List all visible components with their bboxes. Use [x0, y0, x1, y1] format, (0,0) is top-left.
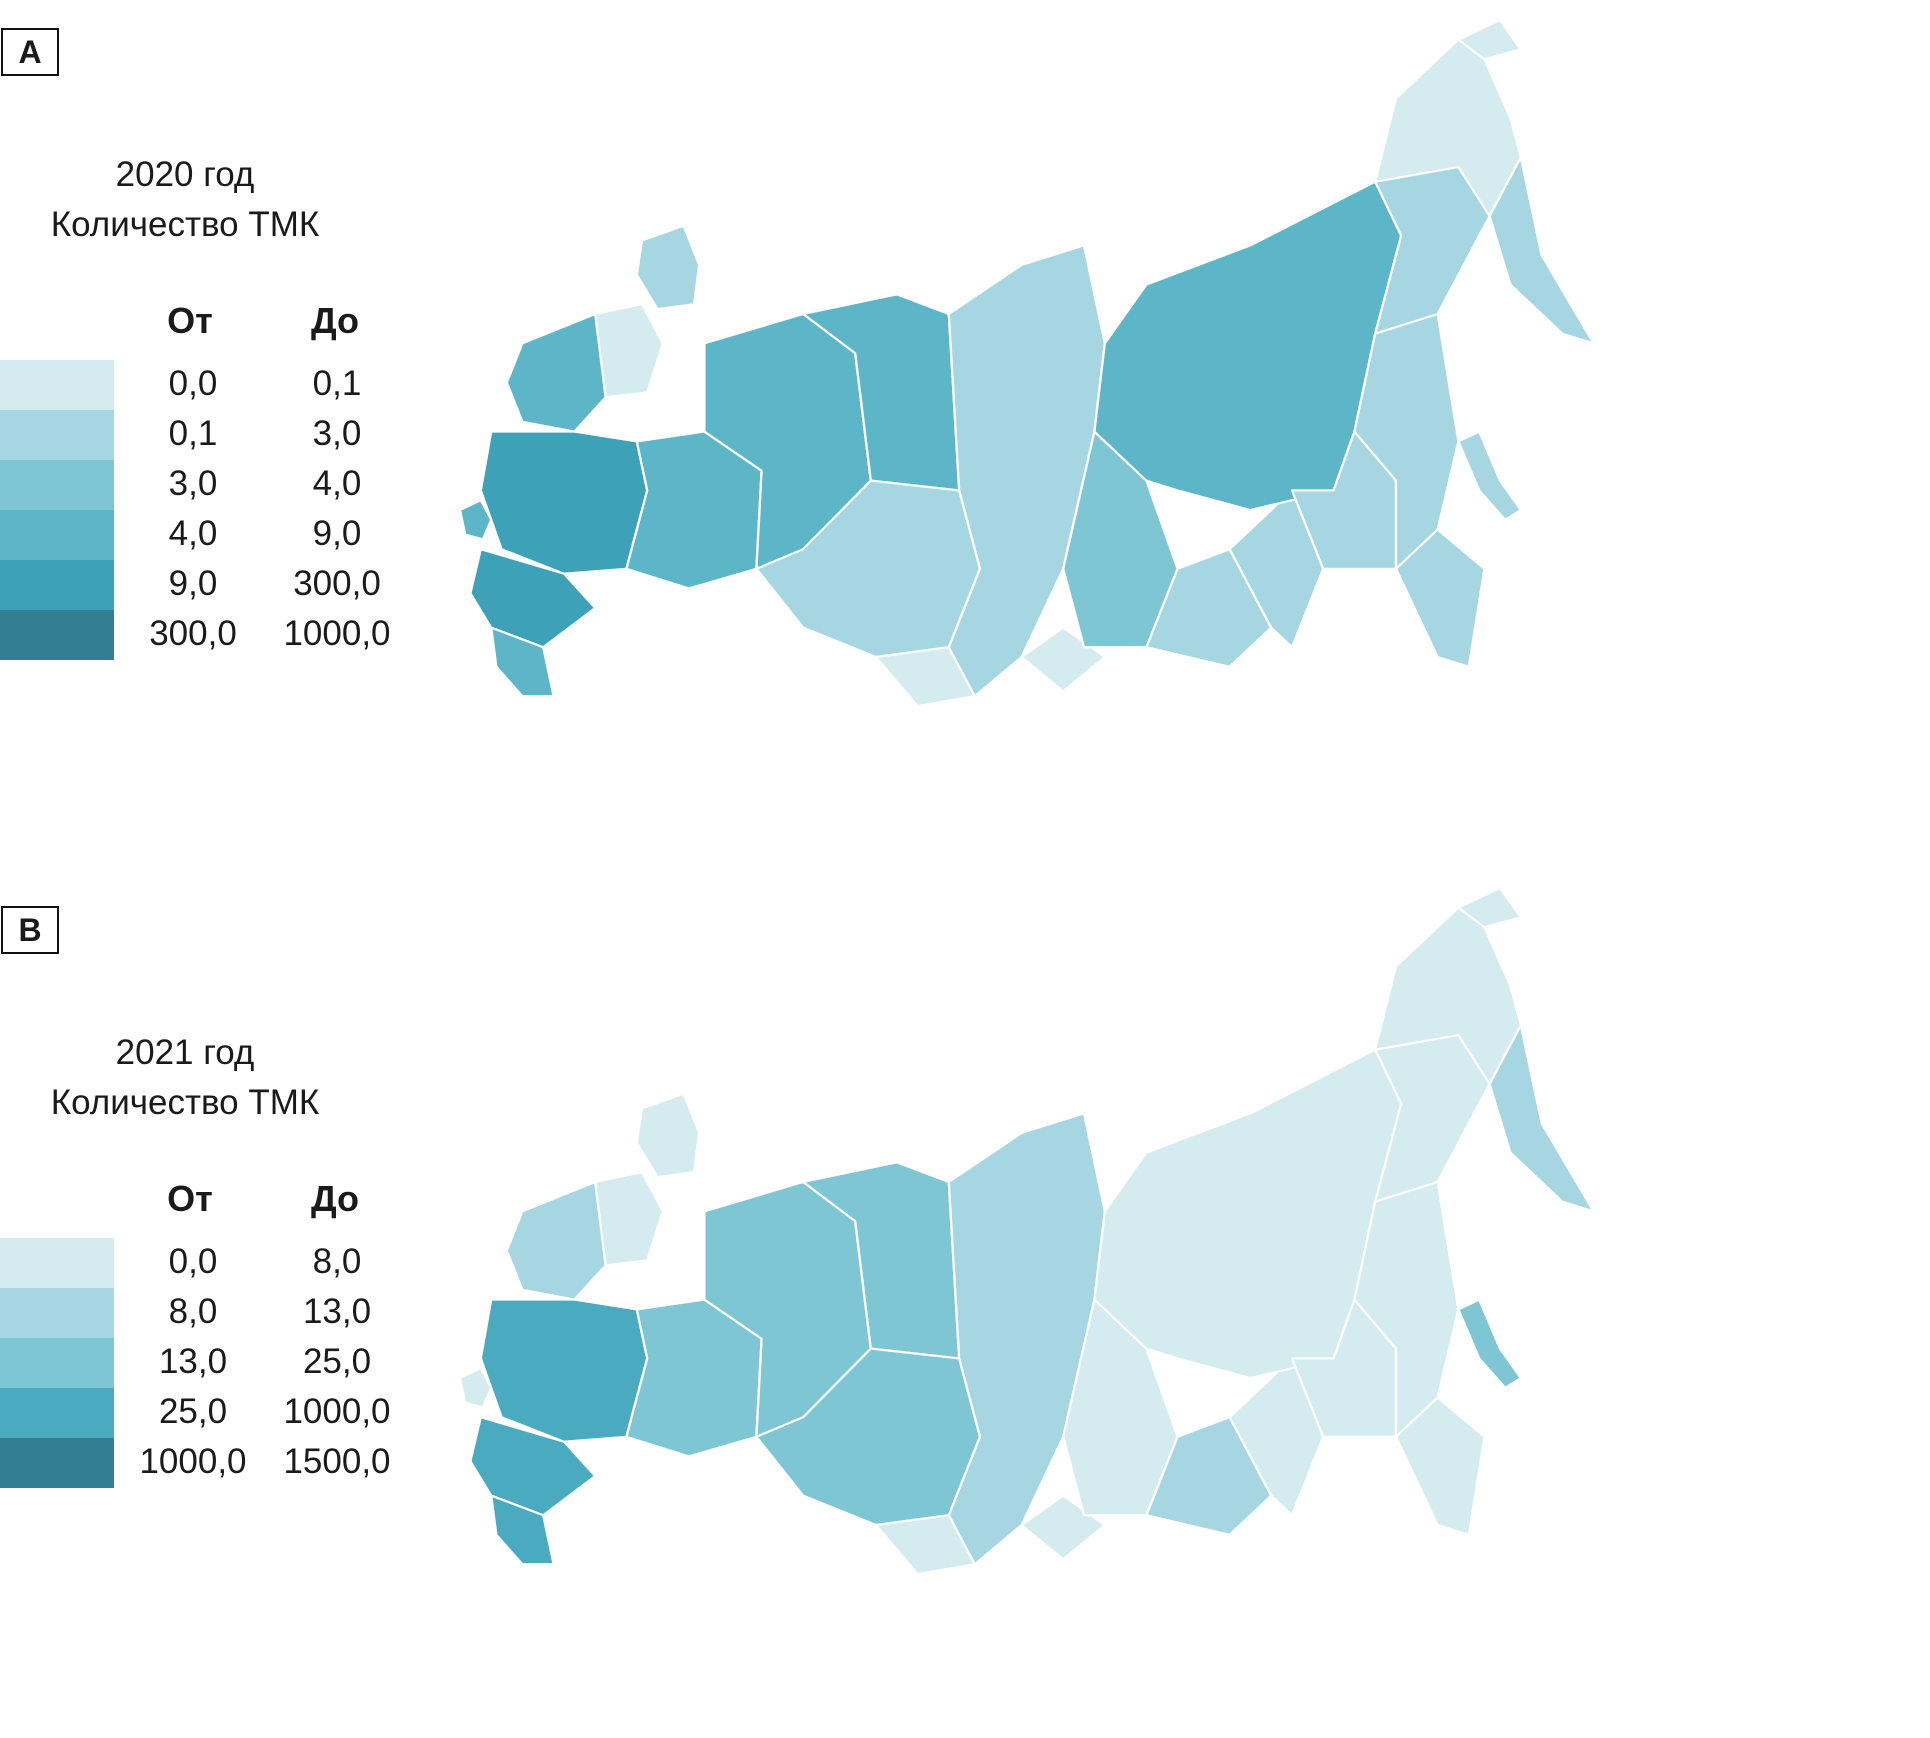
legend-from-value: 9,0: [168, 564, 218, 603]
legend-header-to: До: [310, 1178, 360, 1219]
legend-year: 2021 год: [115, 1033, 255, 1072]
panel-2020: A 2020 год Количество ТМК От До 0,0 0,1 0,…: [0, 0, 1930, 860]
panel-2021: B 2021 год Количество ТМК От До 0,0 8,0 8,…: [0, 878, 1930, 1738]
legend-swatch: [0, 1288, 114, 1338]
region-far-east-chukotka: [1457, 886, 1522, 929]
legend-row: 1000,0 1500,0: [0, 1438, 410, 1488]
region-krasnoyarsk: [947, 244, 1106, 698]
region-north-west: [505, 1180, 607, 1301]
legend-to-value: 9,0: [312, 514, 362, 553]
region-sakhalin: [1457, 430, 1522, 521]
legend-header-to: До: [310, 300, 360, 341]
legend-row: 13,0 25,0: [0, 1338, 410, 1388]
legend-metric: Количество ТМК: [50, 1083, 320, 1122]
legend: 0,0 0,1 0,1 3,0 3,0 4,0 4,0 9,0 9,0 300,0 300,0 100…: [0, 360, 410, 660]
legend-to-value: 3,0: [312, 414, 362, 453]
legend-title: 2020 год Количество ТМК: [20, 150, 350, 250]
legend-row: 0,0 0,1: [0, 360, 410, 410]
legend-row: 25,0 1000,0: [0, 1388, 410, 1438]
legend-row: 9,0 300,0: [0, 560, 410, 610]
legend-swatch: [0, 1338, 114, 1388]
legend-swatch: [0, 360, 114, 410]
region-krasnoyarsk: [947, 1112, 1106, 1566]
russia-map: [460, 18, 1595, 708]
legend-swatch: [0, 510, 114, 560]
legend-header-from: От: [167, 300, 213, 341]
legend-row: 0,0 8,0: [0, 1238, 410, 1288]
legend-from-value: 300,0: [149, 614, 237, 653]
legend-swatch: [0, 560, 114, 610]
legend: 0,0 8,0 8,0 13,0 13,0 25,0 25,0 1000,0 1000,0 150…: [0, 1238, 410, 1488]
region-primorye: [1394, 528, 1486, 668]
legend-swatch: [0, 1438, 114, 1488]
legend-title: 2021 год Количество ТМК: [20, 1028, 350, 1128]
region-north-west: [505, 312, 607, 433]
legend-from-value: 0,1: [168, 414, 218, 453]
legend-row: 8,0 13,0: [0, 1288, 410, 1338]
legend-to-value: 25,0: [302, 1342, 372, 1381]
legend-to-value: 1500,0: [283, 1442, 391, 1481]
legend-to-value: 1000,0: [283, 614, 391, 653]
region-caucasus: [490, 626, 555, 698]
legend-from-value: 4,0: [168, 514, 218, 553]
legend-row: 0,1 3,0: [0, 410, 410, 460]
region-central: [479, 430, 649, 575]
legend-header-from: От: [167, 1178, 213, 1219]
legend-row: 4,0 9,0: [0, 510, 410, 560]
region-primorye: [1394, 1396, 1486, 1536]
legend-to-value: 13,0: [302, 1292, 372, 1331]
legend-metric: Количество ТМК: [50, 205, 320, 244]
region-kaliningrad: [460, 1367, 493, 1409]
region-caucasus: [490, 1494, 555, 1566]
legend-from-value: 13,0: [158, 1342, 228, 1381]
legend-from-value: 0,0: [168, 364, 218, 403]
legend-swatch: [0, 1238, 114, 1288]
legend-to-value: 0,1: [312, 364, 362, 403]
legend-swatch: [0, 410, 114, 460]
legend-row: 300,0 1000,0: [0, 610, 410, 660]
russia-map: [460, 886, 1595, 1576]
region-far-east-north: [1374, 38, 1522, 218]
region-central: [479, 1298, 649, 1443]
legend-to-value: 300,0: [293, 564, 381, 603]
legend-to-value: 8,0: [312, 1242, 362, 1281]
legend-row: 3,0 4,0: [0, 460, 410, 510]
legend-to-value: 1000,0: [283, 1392, 391, 1431]
region-kola: [635, 224, 701, 311]
legend-swatch: [0, 1388, 114, 1438]
legend-from-value: 0,0: [168, 1242, 218, 1281]
region-far-east-chukotka: [1457, 18, 1522, 61]
legend-from-value: 8,0: [168, 1292, 218, 1331]
panel-label: B: [1, 906, 59, 954]
legend-from-value: 3,0: [168, 464, 218, 503]
legend-from-value: 25,0: [158, 1392, 228, 1431]
legend-year: 2020 год: [115, 155, 255, 194]
region-kaliningrad: [460, 499, 493, 541]
legend-from-value: 1000,0: [139, 1442, 247, 1481]
region-sakhalin: [1457, 1298, 1522, 1389]
region-kola: [635, 1092, 701, 1179]
region-far-east-north: [1374, 906, 1522, 1086]
legend-swatch: [0, 610, 114, 660]
panel-label: A: [1, 28, 59, 76]
legend-to-value: 4,0: [312, 464, 362, 503]
legend-swatch: [0, 460, 114, 510]
